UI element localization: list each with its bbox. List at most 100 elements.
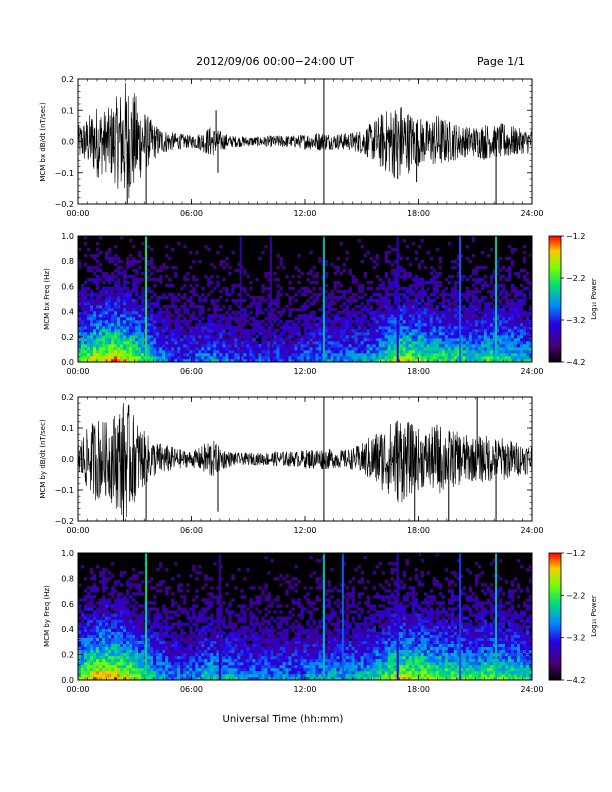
spectrogram-cell — [333, 272, 337, 276]
spectrogram-cell — [141, 676, 145, 681]
spectrogram-cell — [414, 302, 419, 306]
y-tick-label: 0.2 — [61, 393, 74, 402]
spectrogram-cell — [327, 305, 331, 309]
spectrogram-cell — [90, 667, 94, 672]
spectrogram-cell — [408, 272, 413, 276]
spectrogram-cell — [408, 287, 413, 291]
spectrogram-cell — [150, 673, 154, 678]
colorbar-segment — [549, 320, 561, 323]
spectrogram-cell — [492, 287, 497, 291]
spectrogram-cell — [114, 332, 118, 336]
spectrogram-cell — [150, 329, 154, 333]
spectrogram-cell — [198, 359, 202, 363]
spectrogram-cell — [96, 293, 100, 297]
spectrogram-cell — [453, 302, 458, 306]
spectrogram-cell — [87, 619, 91, 623]
spectrogram-cell — [216, 353, 220, 357]
x-tick-label: 12:00 — [293, 526, 316, 535]
colorbar-segment — [549, 252, 561, 256]
spectrogram-cell — [483, 338, 488, 342]
spectrogram-cell — [228, 323, 232, 327]
spectrogram-cell — [87, 670, 91, 675]
spectrogram-cell — [123, 284, 127, 288]
spectrogram-cell — [78, 670, 82, 675]
spectrogram-cell — [111, 314, 115, 318]
spectrogram-cell — [132, 655, 136, 660]
spectrogram-cell — [114, 643, 118, 648]
spectrogram-cell — [372, 314, 376, 318]
spectrogram-cell — [132, 320, 136, 324]
spectrogram-cell — [288, 329, 292, 333]
spectrogram-cell — [108, 631, 112, 635]
colorbar-segment — [549, 355, 561, 359]
spectrogram-cell — [240, 329, 244, 333]
spectrogram-cell — [126, 320, 130, 324]
spectrogram-cell — [426, 314, 431, 318]
spectrogram-cell — [291, 335, 295, 339]
spectrogram-cell — [513, 359, 518, 363]
spectrogram-cell — [342, 344, 346, 348]
spectrogram-cell — [180, 314, 184, 318]
spectrogram-cell — [111, 667, 115, 672]
spectrogram-cell — [402, 350, 407, 354]
spectrogram-cell — [123, 646, 127, 651]
spectrogram-cell — [303, 302, 307, 306]
spectrogram-cell — [210, 344, 214, 348]
spectrogram-cell — [327, 302, 331, 306]
spectrogram-cell — [267, 353, 271, 357]
spectrogram-cell — [258, 308, 262, 312]
spectrogram-cell — [477, 338, 482, 342]
spectrogram-cell — [183, 320, 187, 324]
spectrogram-cell — [81, 661, 85, 666]
spectrogram-cell — [477, 323, 482, 327]
spectrogram-cell — [198, 326, 202, 330]
spectrogram-cell — [123, 661, 127, 666]
spectrogram-cell — [231, 284, 235, 288]
spectrogram-cell — [102, 341, 106, 345]
spectrogram-cell — [336, 299, 340, 303]
spectrogram-cell — [372, 347, 376, 351]
spectrogram-cell — [363, 326, 367, 330]
spectrogram-cell — [510, 317, 515, 321]
spectrogram-cell — [390, 335, 394, 339]
spectrogram-cell — [501, 287, 506, 291]
spectrogram-cell — [348, 314, 352, 318]
spectrogram-cell — [432, 278, 437, 282]
spectrogram-cell — [288, 314, 292, 318]
spectrogram-cell — [192, 317, 196, 321]
spectrogram-cell — [246, 314, 250, 318]
spectrogram-cell — [366, 341, 370, 345]
spectrogram-cell — [165, 314, 169, 318]
spectrogram-cell — [141, 338, 145, 342]
spectrogram-cell — [87, 341, 91, 345]
spectrogram-cell — [90, 598, 94, 602]
spectrogram-cell — [231, 359, 235, 363]
spectrogram-cell — [489, 341, 494, 345]
spectrogram-cell — [135, 673, 139, 678]
spectrogram-cell — [456, 263, 461, 267]
spectrogram-cell — [135, 281, 139, 285]
spectrogram-cell — [324, 299, 328, 303]
spectrogram-cell — [480, 347, 485, 351]
spectrogram-cell — [495, 353, 500, 357]
spectrogram-cell — [507, 311, 512, 315]
spectrogram-cell — [204, 245, 208, 249]
spectrogram-cell — [255, 296, 259, 300]
spectrogram-cell — [189, 266, 193, 270]
spectrogram-cell — [360, 338, 364, 342]
spectrogram-cell — [210, 317, 214, 321]
spectrogram-cell — [501, 338, 506, 342]
spectrogram-cell — [342, 335, 346, 339]
spectrogram-cell — [135, 299, 139, 303]
spectrogram-cell — [90, 266, 94, 270]
spectrogram-cell — [456, 293, 461, 297]
spectrogram-cell — [168, 353, 172, 357]
spectrogram-cell — [357, 239, 361, 243]
spectrogram-cell — [285, 359, 289, 363]
spectrogram-cell — [309, 332, 313, 336]
spectrogram-cell — [177, 344, 181, 348]
spectrogram-cell — [483, 341, 488, 345]
spectrogram-cell — [465, 326, 470, 330]
spectrogram-cell — [390, 329, 394, 333]
spectrogram-cell — [324, 317, 328, 321]
